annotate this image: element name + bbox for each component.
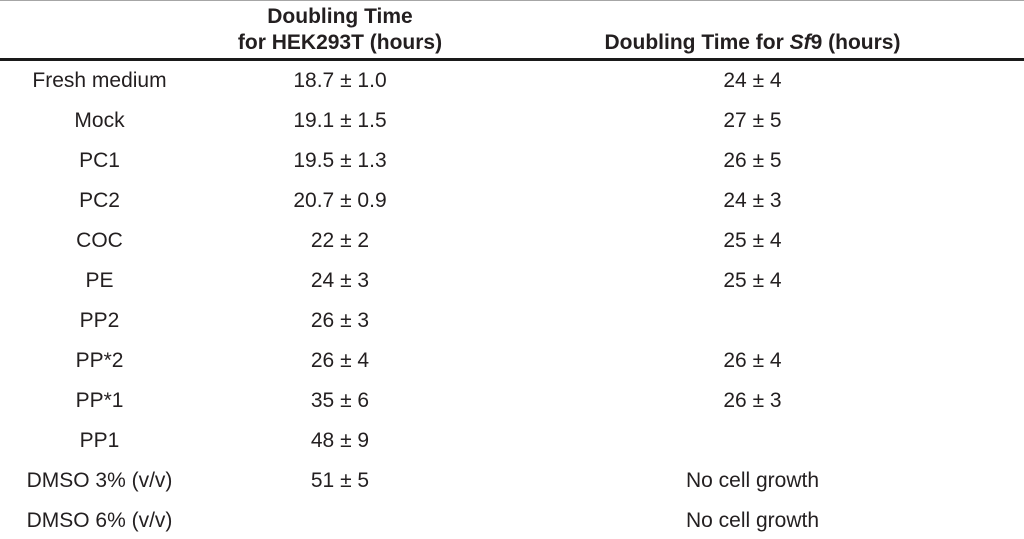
hek-doubling-time-value: 19.5 ± 1.3 (293, 149, 387, 172)
header-empty-cell (0, 1, 199, 58)
row-label: PC2 (79, 189, 120, 212)
sf9-doubling-time-value: 27 ± 5 (723, 109, 782, 132)
header-sf9-line: Doubling Time for Sf9 (hours) (481, 30, 1024, 56)
sf9-doubling-time-value: No cell growth (685, 469, 820, 492)
hek-doubling-time-value: 20.7 ± 0.9 (293, 189, 387, 212)
hek-doubling-time-value: 18.7 ± 1.0 (293, 69, 387, 92)
table-row: Mock 19.1 ± 1.5 27 ± 5 (0, 101, 1024, 141)
table-row: PE 24 ± 3 25 ± 4 (0, 261, 1024, 301)
table-header-row: Doubling Time for HEK293T (hours) Doubli… (0, 1, 1024, 58)
row-label: DMSO 6% (v/v) (26, 509, 173, 532)
row-label: PE (85, 269, 114, 292)
table-row: PP*2 26 ± 4 26 ± 4 (0, 341, 1024, 381)
sf9-doubling-time-value: 26 ± 4 (723, 349, 782, 372)
table-row: PP1 48 ± 9 (0, 421, 1024, 461)
sf9-doubling-time-value (481, 301, 1024, 341)
table-row: COC 22 ± 2 25 ± 4 (0, 221, 1024, 261)
table-row: Fresh medium 18.7 ± 1.0 24 ± 4 (0, 61, 1024, 101)
header-separator-rule (0, 58, 1024, 61)
sf9-doubling-time-value: 24 ± 3 (723, 189, 782, 212)
hek-doubling-time-value: 22 ± 2 (310, 229, 370, 252)
hek-doubling-time-value: 48 ± 9 (310, 429, 370, 452)
table-row: DMSO 6% (v/v) No cell growth (0, 501, 1024, 539)
row-label: PP2 (79, 309, 120, 332)
hek-doubling-time-value (199, 501, 481, 539)
header-hek293t-line2: for HEK293T (hours) (237, 31, 443, 54)
header-sf9-suffix: 9 (hours) (810, 31, 901, 54)
table-row: DMSO 3% (v/v) 51 ± 5 No cell growth (0, 461, 1024, 501)
header-hek293t-line1: Doubling Time (267, 5, 413, 28)
sf9-doubling-time-value (481, 421, 1024, 461)
sf9-doubling-time-value: 25 ± 4 (723, 269, 782, 292)
hek-doubling-time-value: 19.1 ± 1.5 (293, 109, 387, 132)
hek-doubling-time-value: 26 ± 4 (310, 349, 370, 372)
hek-doubling-time-value: 35 ± 6 (310, 389, 370, 412)
sf9-doubling-time-value: 26 ± 3 (723, 389, 782, 412)
table-top-rule (0, 0, 1024, 1)
table-row: PP*1 35 ± 6 26 ± 3 (0, 381, 1024, 421)
header-sf9-prefix: Doubling Time for (604, 31, 790, 54)
row-label: PP1 (79, 429, 120, 452)
sf9-doubling-time-value: 25 ± 4 (723, 229, 782, 252)
row-label: PP*1 (75, 389, 124, 412)
row-label: Fresh medium (32, 69, 167, 92)
table-row: PC1 19.5 ± 1.3 26 ± 5 (0, 141, 1024, 181)
row-label: DMSO 3% (v/v) (26, 469, 173, 492)
hek-doubling-time-value: 26 ± 3 (310, 309, 370, 332)
hek-doubling-time-value: 51 ± 5 (310, 469, 370, 492)
row-label: COC (76, 229, 123, 252)
sf9-doubling-time-value: No cell growth (685, 509, 820, 532)
sf9-doubling-time-value: 26 ± 5 (723, 149, 782, 172)
table-row: PP2 26 ± 3 (0, 301, 1024, 341)
hek-doubling-time-value: 24 ± 3 (310, 269, 370, 292)
header-hek293t: Doubling Time for HEK293T (hours) (199, 1, 481, 58)
row-label: PC1 (79, 149, 120, 172)
sf9-doubling-time-value: 24 ± 4 (723, 69, 782, 92)
row-label: Mock (74, 109, 125, 132)
table-row: PC2 20.7 ± 0.9 24 ± 3 (0, 181, 1024, 221)
row-label: PP*2 (75, 349, 124, 372)
header-sf9: Doubling Time for Sf9 (hours) (481, 1, 1024, 58)
header-sf9-italic-species: Sf (789, 31, 811, 54)
